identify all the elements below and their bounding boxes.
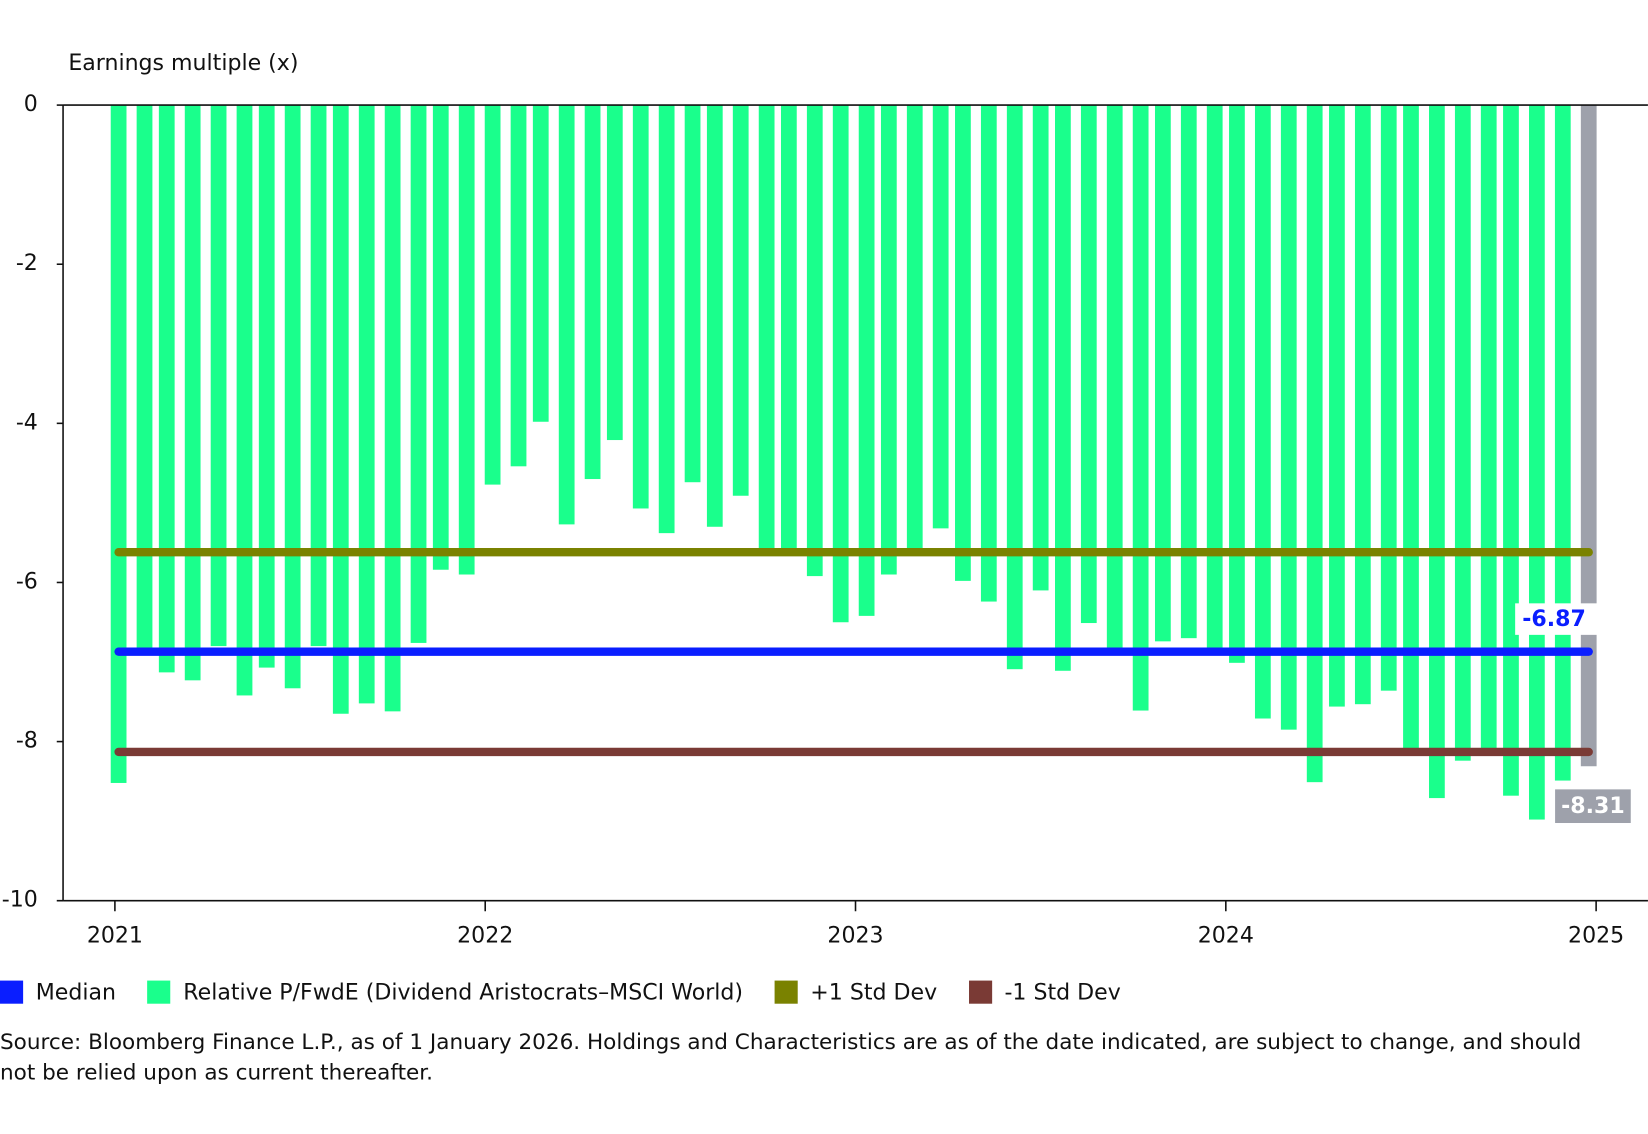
- bar: [658, 105, 675, 534]
- y-tick-label: -6: [16, 569, 38, 594]
- x-tick-label: 2025: [1568, 923, 1624, 948]
- bar: [558, 105, 575, 525]
- bar: [1006, 105, 1023, 670]
- legend-swatch: [0, 980, 24, 1004]
- y-tick-label: 0: [24, 92, 38, 117]
- bar: [606, 105, 623, 441]
- bar: [684, 105, 701, 483]
- bar: [432, 105, 449, 570]
- legend-swatch: [774, 980, 798, 1004]
- bar: [1132, 105, 1149, 711]
- bar: [1154, 105, 1171, 642]
- bar: [858, 105, 875, 616]
- bar: [955, 105, 971, 581]
- bar: [458, 105, 475, 575]
- source-note: Source: Bloomberg Finance L.P., as of 1 …: [0, 1028, 1582, 1085]
- bar: [1403, 105, 1419, 752]
- latest-label: -8.31: [1561, 794, 1625, 819]
- legend-item: -1 Std Dev: [968, 979, 1121, 1005]
- bar: [880, 105, 897, 575]
- bar: [510, 105, 527, 467]
- bar: [1454, 105, 1471, 761]
- bar: [332, 105, 349, 714]
- bar: [632, 105, 649, 509]
- y-tick-label: -10: [2, 888, 38, 913]
- bar: [284, 105, 301, 689]
- bar: [1280, 105, 1297, 730]
- y-tick-label: -8: [16, 729, 38, 754]
- bar: [136, 105, 153, 651]
- bar: [1032, 105, 1049, 591]
- bar: [310, 105, 327, 647]
- legend-item: Relative P/FwdE (Dividend Aristocrats–MS…: [147, 979, 744, 1005]
- x-tick-label: 2022: [457, 923, 513, 948]
- latest-bar: [1580, 105, 1597, 767]
- legend-label: +1 Std Dev: [810, 979, 938, 1005]
- legend: Median Relative P/FwdE (Dividend Aristocr…: [0, 980, 1121, 1005]
- legend-label: Relative P/FwdE (Dividend Aristocrats–MS…: [183, 979, 744, 1005]
- legend-label: -1 Std Dev: [1004, 979, 1121, 1005]
- bar: [780, 105, 797, 551]
- bar: [1180, 105, 1197, 639]
- bar: [1306, 105, 1323, 783]
- x-tick-label: 2024: [1198, 923, 1254, 948]
- x-tick-label: 2021: [87, 923, 143, 948]
- bar: [1528, 105, 1545, 820]
- bar: [484, 105, 501, 485]
- bar: [732, 105, 749, 496]
- x-tick-label: 2023: [827, 923, 883, 948]
- legend-swatch: [147, 980, 171, 1004]
- latest-label-bg: [1555, 789, 1631, 824]
- bar: [1380, 105, 1397, 691]
- bar: [1229, 105, 1245, 663]
- bar: [980, 105, 997, 602]
- bar: [1503, 105, 1519, 796]
- y-axis-label: Earnings multiple (x): [68, 51, 298, 76]
- legend-item: Median: [0, 980, 116, 1005]
- bar: [410, 105, 427, 643]
- bar: [1429, 105, 1445, 799]
- bar: [184, 105, 201, 681]
- bar: [1480, 105, 1497, 752]
- bar: [1106, 105, 1123, 650]
- chart: Earnings multiple (x) 0 -2 -4 -6 -8 -10 2021 20…: [2, 51, 1648, 948]
- y-tick-label: -4: [16, 410, 38, 435]
- legend-item: +1 Std Dev: [774, 979, 938, 1005]
- bar: [932, 105, 949, 529]
- bar: [384, 105, 401, 712]
- bar: [210, 105, 227, 647]
- bar: [1080, 105, 1097, 624]
- bar: [758, 105, 775, 552]
- bar: [158, 105, 175, 673]
- bar: [1554, 105, 1571, 781]
- bar: [584, 105, 601, 480]
- value-label-bg: [1515, 603, 1598, 635]
- bar: [532, 105, 549, 422]
- bar: [906, 105, 923, 550]
- bar: [1206, 105, 1223, 650]
- bar: [1329, 105, 1345, 707]
- legend-swatch: [968, 980, 992, 1004]
- bar: [358, 105, 375, 704]
- bar: [110, 105, 127, 783]
- value-label: -6.87: [1522, 607, 1586, 632]
- legend-label: Median: [35, 979, 117, 1005]
- bar: [1055, 105, 1071, 671]
- y-tick-label: -2: [16, 251, 38, 276]
- bar: [1254, 105, 1271, 719]
- bar: [806, 105, 823, 577]
- bar: [258, 105, 275, 668]
- bar: [832, 105, 849, 623]
- bar: [1354, 105, 1371, 705]
- bar: [236, 105, 253, 696]
- bar: [706, 105, 723, 527]
